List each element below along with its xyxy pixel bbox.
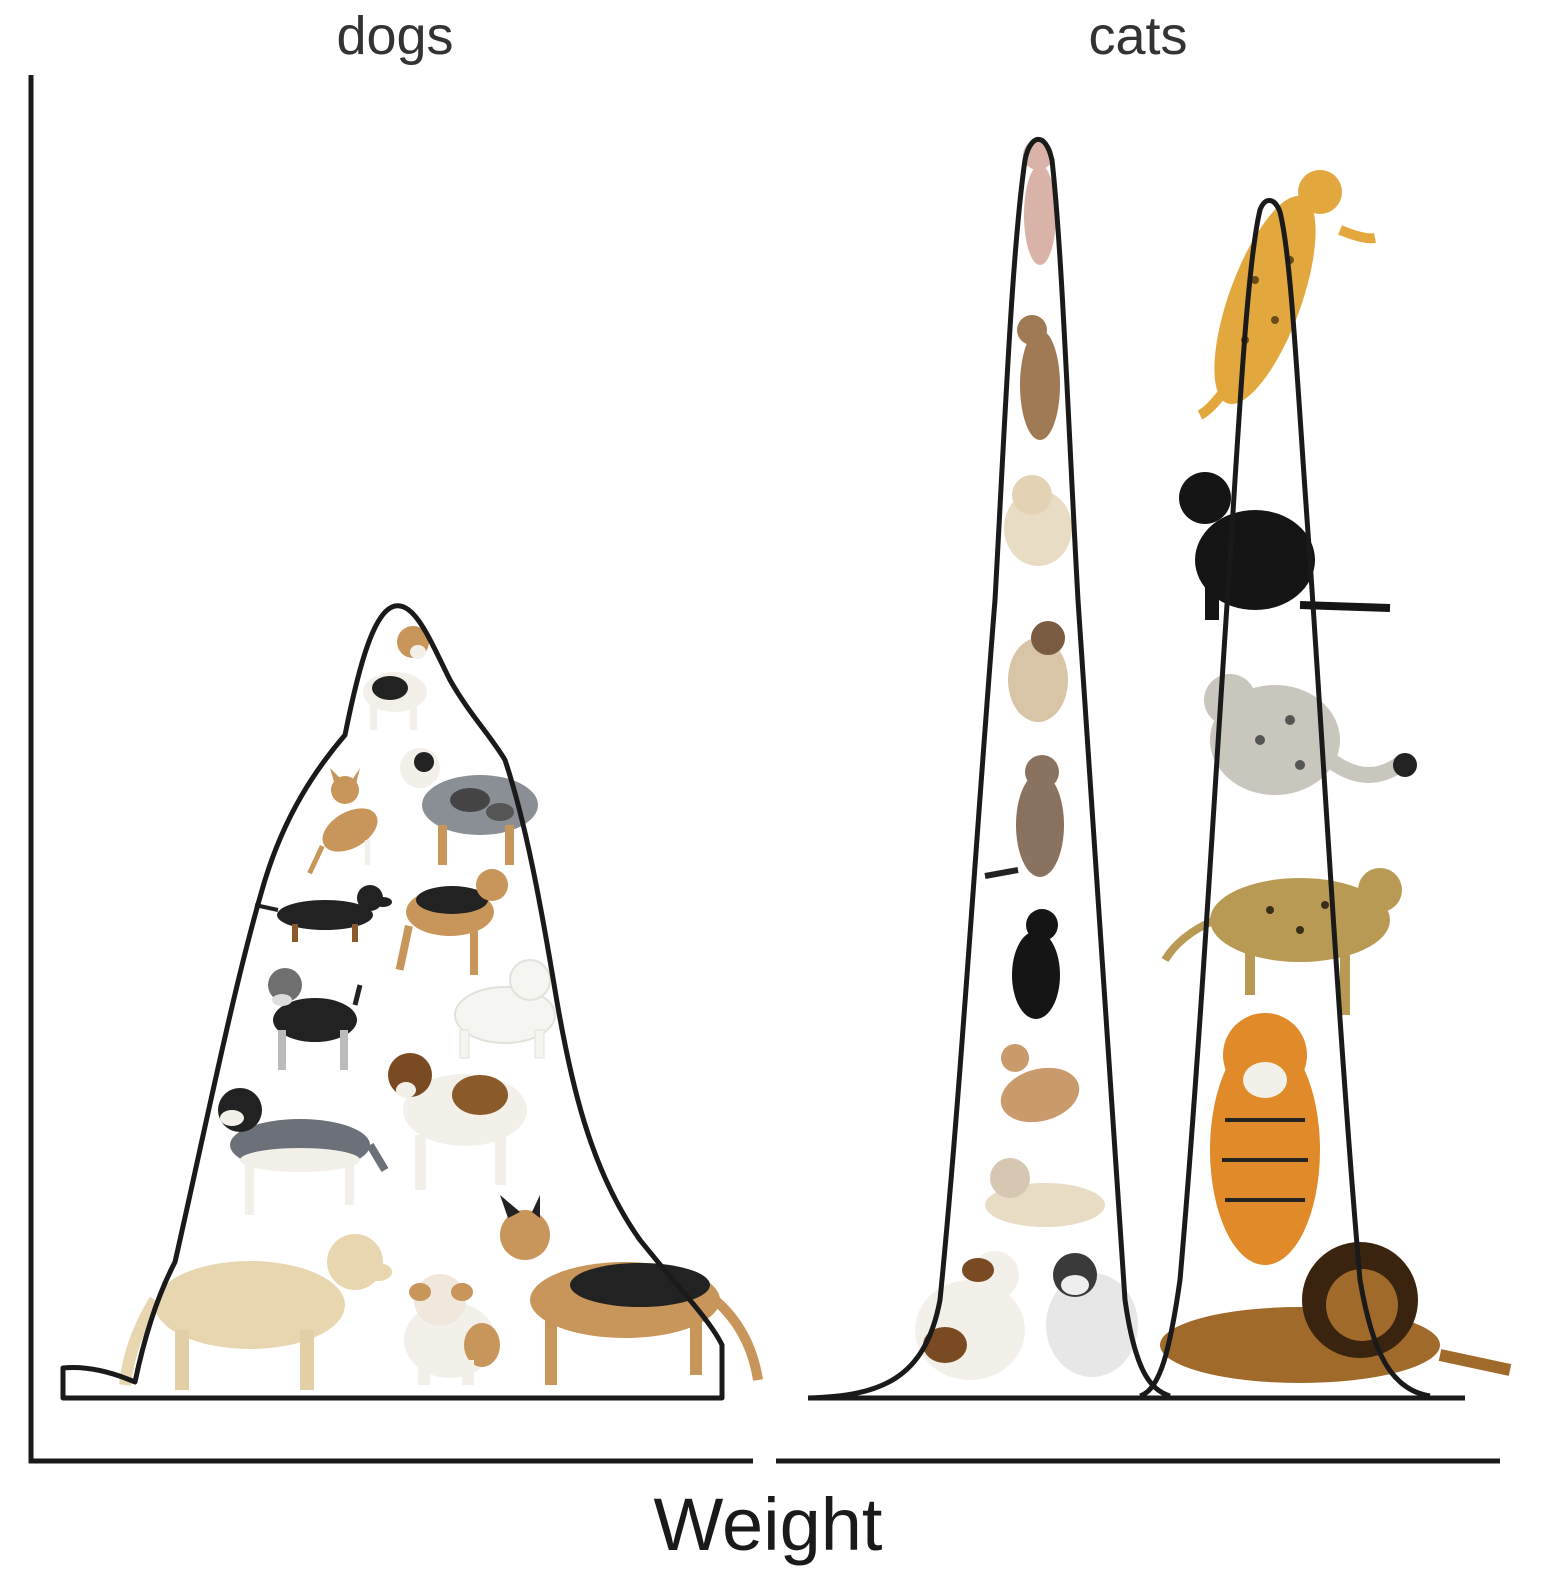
ragdoll-figure <box>985 1158 1105 1227</box>
calico-persian-figure <box>915 1251 1025 1380</box>
x-axis-label: Weight <box>653 1483 883 1566</box>
white-fluffy-cat-figure <box>1046 1253 1138 1377</box>
beagle-figure <box>363 626 429 730</box>
german-shepherd-figure <box>500 1195 763 1385</box>
cats-title: cats <box>1088 6 1188 66</box>
dachshund-figure <box>254 885 392 942</box>
snow-leopard-figure <box>1204 674 1417 795</box>
cheetah-figure <box>1197 170 1376 420</box>
siamese-figure <box>1008 621 1068 722</box>
dogs-distribution-curve <box>60 603 725 1401</box>
chihuahua-figure <box>307 768 378 875</box>
panther-figure <box>1179 472 1391 620</box>
wild-cats-curve <box>1139 198 1431 1399</box>
bulldog-figure <box>404 1274 500 1385</box>
schnauzer-figure <box>268 968 363 1070</box>
airedale-figure <box>395 869 508 975</box>
orange-cat-figure <box>1000 1044 1080 1123</box>
poodle-figure <box>454 959 556 1059</box>
cat-figures <box>915 140 1512 1383</box>
tiger-figure <box>1210 1013 1320 1265</box>
dog-figures <box>119 626 763 1390</box>
golden-retriever-figure <box>119 1234 392 1390</box>
husky-figure <box>218 1088 389 1215</box>
lion-figure <box>1160 1242 1512 1383</box>
persian-cream-figure <box>1004 475 1072 566</box>
saint-bernard-figure <box>388 1053 527 1190</box>
australian-shepherd-figure <box>400 748 538 865</box>
domestic-cats-curve <box>807 136 1171 1401</box>
maine-coon-figure <box>984 755 1064 879</box>
abyssinian-figure <box>1017 315 1060 440</box>
dogs-title: dogs <box>336 6 454 66</box>
black-cat-figure <box>1012 909 1060 1019</box>
